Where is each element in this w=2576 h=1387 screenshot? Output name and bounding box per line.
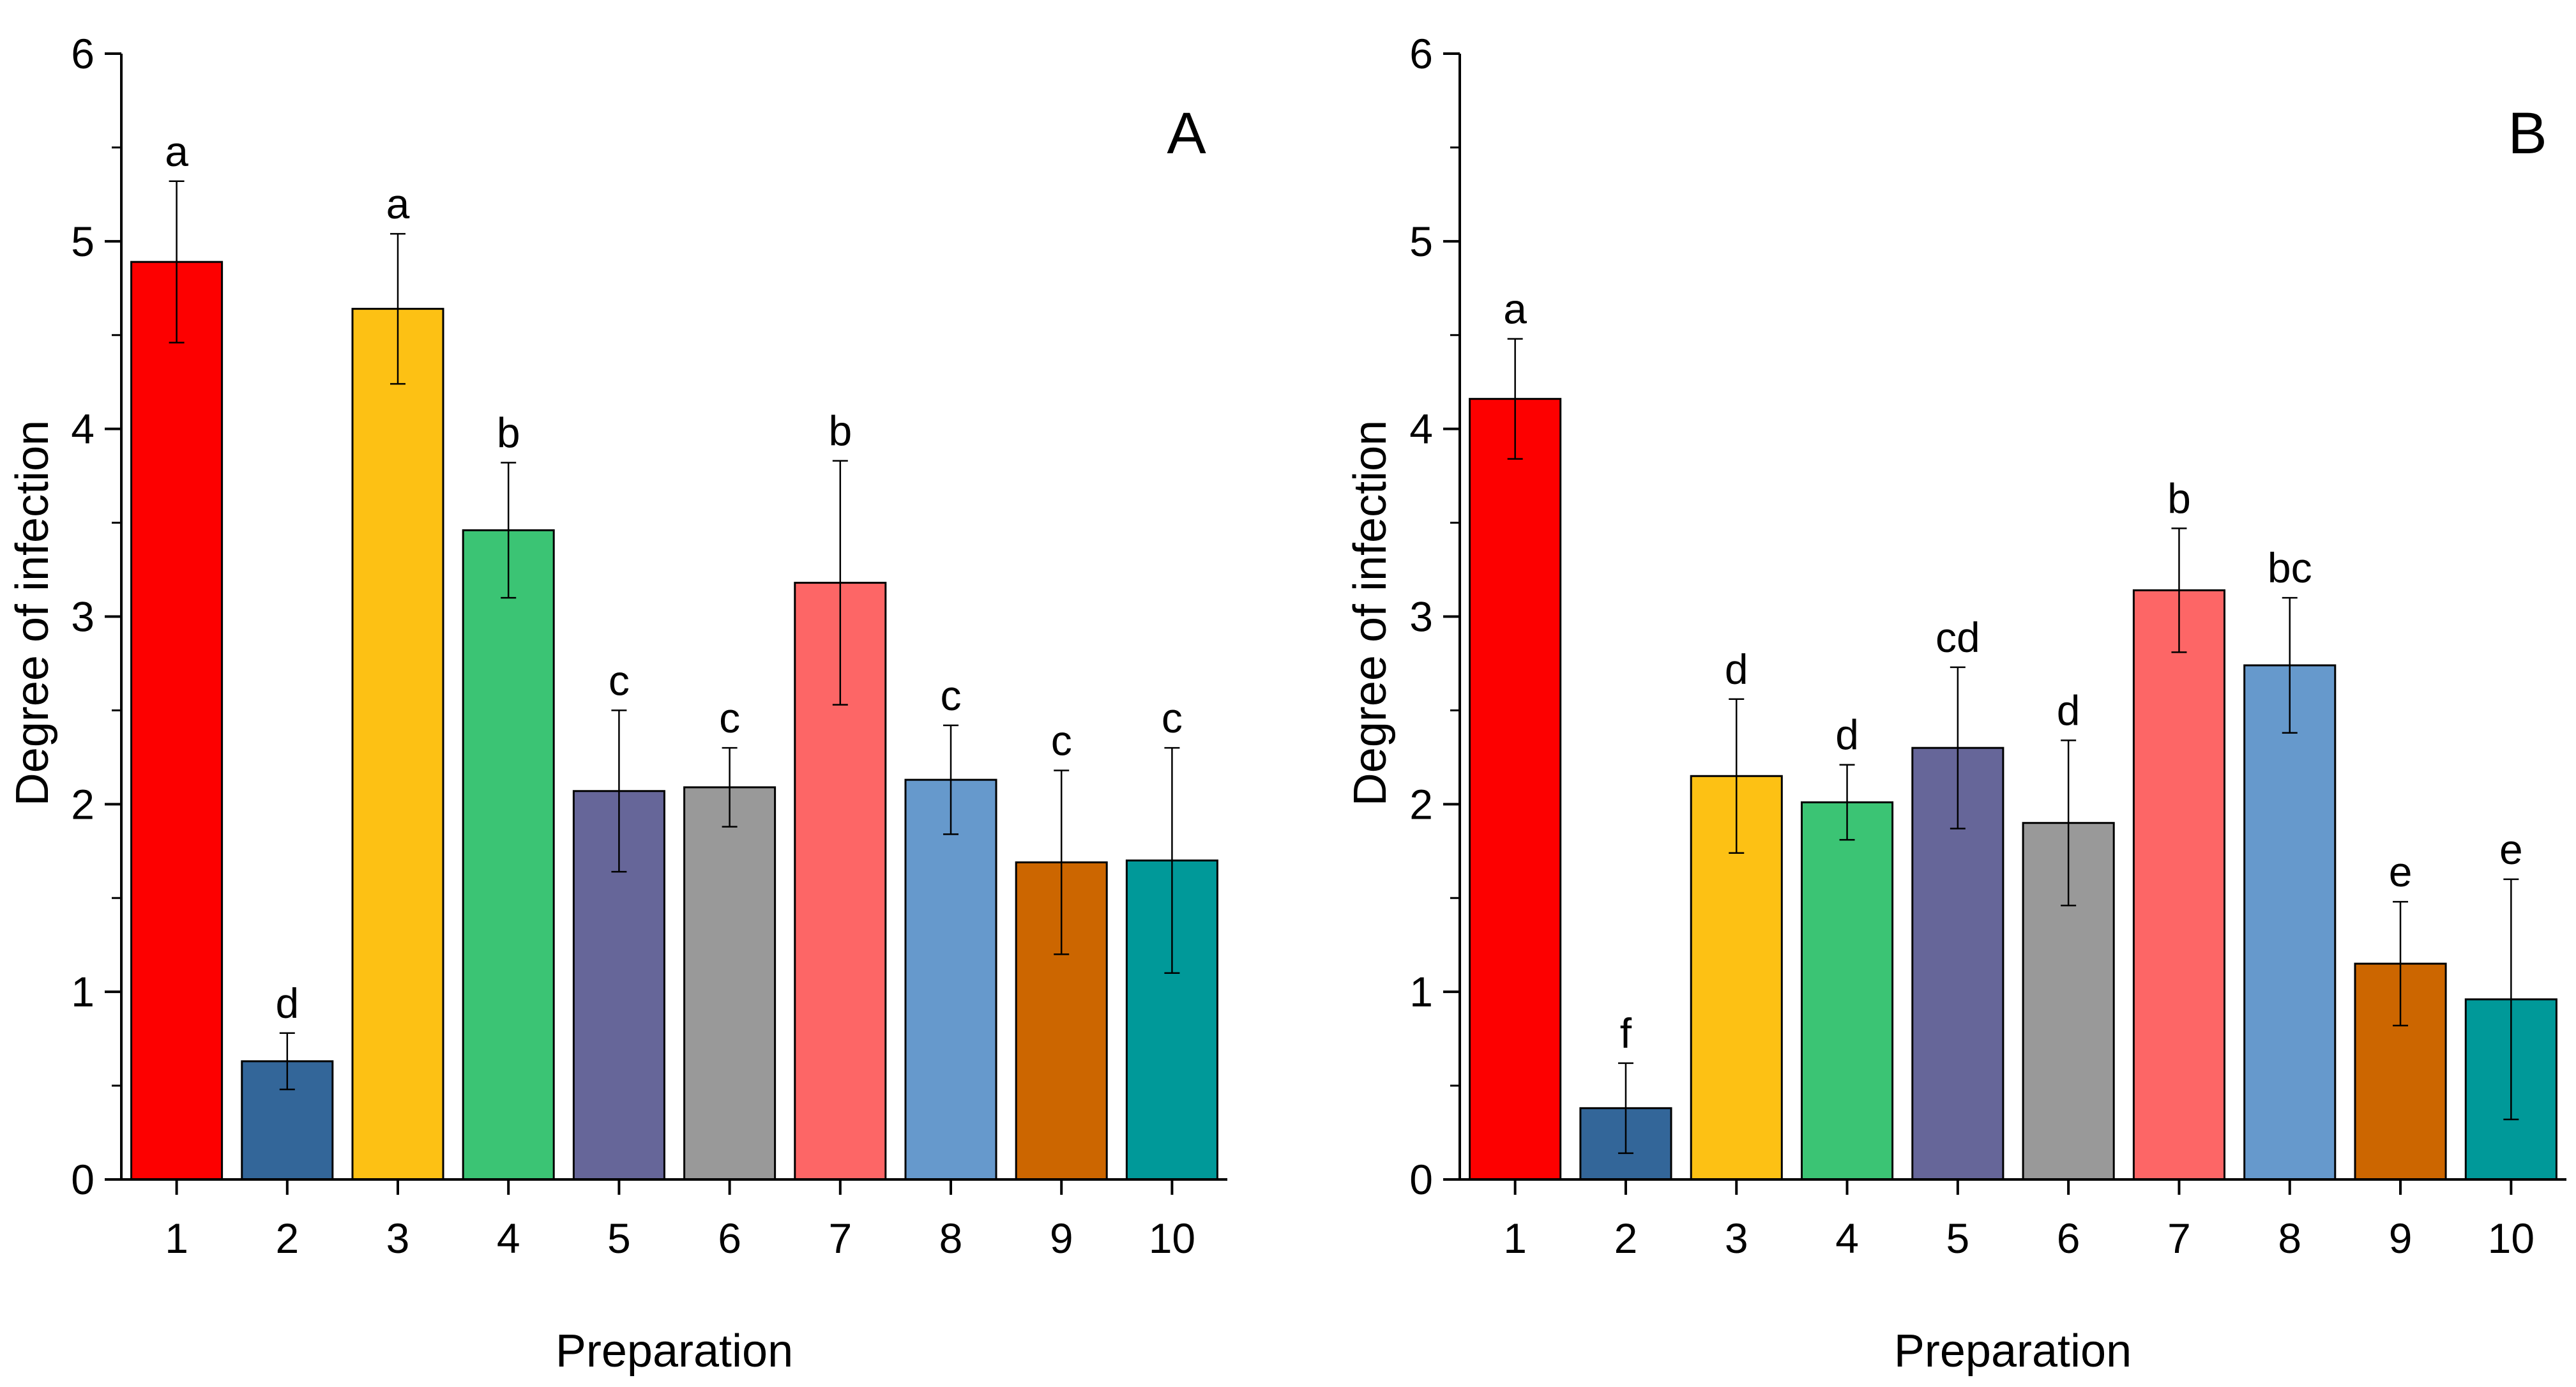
panel-b-x-tick-label-10: 10: [2488, 1215, 2534, 1262]
panel-a-significance-letter-5: c: [609, 656, 630, 704]
panel-b-y-tick-label-5: 5: [1409, 218, 1433, 265]
panel-b-x-tick-label-8: 8: [2278, 1215, 2301, 1262]
panel-a-significance-letter-3: a: [386, 180, 410, 227]
panel-a-x-tick-label-9: 9: [1050, 1215, 1073, 1262]
panel-a-bar-8: [904, 778, 997, 1181]
panel-b-x-tick-label-6: 6: [2057, 1215, 2080, 1262]
panel-b-significance-letter-4: d: [1835, 711, 1859, 759]
panel-a-significance-letter-1: a: [165, 128, 188, 175]
panel-b-significance-letter-6: d: [2057, 686, 2080, 734]
panel-b-y-tick-label-0: 0: [1409, 1156, 1433, 1203]
panel-a-x-tick-label-10: 10: [1149, 1215, 1195, 1262]
panel-a-y-tick-label-5: 5: [71, 218, 95, 265]
panel-a-x-tick-label-3: 3: [386, 1215, 410, 1262]
panel-a-y-tick-label-3: 3: [71, 593, 95, 640]
panel-a-significance-letter-6: c: [719, 694, 740, 741]
panel-b-significance-letter-5: cd: [1936, 614, 1980, 661]
panel-b-significance-letter-1: a: [1503, 285, 1527, 333]
panel-a-significance-letter-8: c: [941, 672, 962, 719]
panel-a-bar-6: [683, 786, 777, 1181]
panel-a-x-tick-label-5: 5: [607, 1215, 631, 1262]
panel-a-y-tick-label-2: 2: [71, 780, 95, 828]
panel-a-y-axis-title: Degree of infection: [7, 420, 58, 806]
panel-a-significance-letter-10: c: [1162, 694, 1183, 741]
panel-a: A Degree of infection Preparation a 1 d 2 a 3…: [7, 30, 1227, 1377]
panel-a-y-tick-label-4: 4: [71, 405, 95, 453]
panel-b-bar-1: [1469, 398, 1562, 1181]
panel-b-x-tick-label-3: 3: [1725, 1215, 1748, 1262]
panel-a-significance-letter-4: b: [497, 409, 520, 457]
panel-b-significance-letter-10: e: [2499, 826, 2523, 873]
panel-b-x-tick-label-9: 9: [2389, 1215, 2413, 1262]
panel-b-bar-8: [2243, 664, 2337, 1181]
panel-b-x-tick-label-5: 5: [1946, 1215, 1969, 1262]
panel-a-y-tick-label-0: 0: [71, 1156, 95, 1203]
panel-b-label: B: [2508, 101, 2547, 166]
panel-b-significance-letter-2: f: [1620, 1010, 1632, 1057]
panel-a-x-tick-label-7: 7: [828, 1215, 852, 1262]
panel-a-significance-letter-7: b: [828, 407, 852, 455]
panel-a-x-tick-label-4: 4: [497, 1215, 520, 1262]
panel-a-label: A: [1167, 101, 1206, 166]
panel-b-y-tick-label-4: 4: [1409, 405, 1433, 453]
panel-a-y-tick-label-1: 1: [71, 968, 95, 1015]
panel-b-y-tick-label-6: 6: [1409, 30, 1433, 77]
panel-b: B Degree of infection Preparation a 1 f 2 d 3…: [1345, 30, 2566, 1377]
panel-a-x-tick-label-2: 2: [275, 1215, 299, 1262]
panel-a-significance-letter-9: c: [1051, 716, 1072, 764]
panel-b-significance-letter-9: e: [2389, 848, 2413, 895]
panel-b-x-axis-title: Preparation: [1894, 1326, 2132, 1377]
panel-b-y-tick-label-3: 3: [1409, 593, 1433, 640]
panel-b-bar-4: [1800, 801, 1894, 1181]
panel-a-bar-3: [351, 308, 444, 1181]
panel-b-x-tick-label-7: 7: [2167, 1215, 2191, 1262]
panel-a-x-tick-label-6: 6: [718, 1215, 741, 1262]
panel-b-y-tick-label-1: 1: [1409, 968, 1433, 1015]
panel-b-y-tick-label-2: 2: [1409, 780, 1433, 828]
panel-a-x-tick-label-1: 1: [165, 1215, 188, 1262]
panel-b-significance-letter-8: bc: [2268, 544, 2312, 591]
panel-a-bar-4: [462, 529, 555, 1181]
panel-b-x-tick-label-2: 2: [1614, 1215, 1638, 1262]
panel-a-x-axis-title: Preparation: [556, 1326, 793, 1377]
panel-a-significance-letter-2: d: [275, 980, 299, 1027]
panel-b-x-tick-label-4: 4: [1835, 1215, 1859, 1262]
panel-a-bar-1: [130, 261, 224, 1181]
panel-b-bar-7: [2132, 589, 2226, 1181]
panel-b-y-axis-title: Degree of infection: [1345, 420, 1396, 806]
panel-b-x-tick-label-1: 1: [1503, 1215, 1527, 1262]
panel-a-y-tick-label-6: 6: [71, 30, 95, 77]
panel-b-significance-letter-3: d: [1725, 646, 1748, 693]
panel-a-x-tick-label-8: 8: [939, 1215, 963, 1262]
panel-b-significance-letter-7: b: [2167, 474, 2191, 522]
